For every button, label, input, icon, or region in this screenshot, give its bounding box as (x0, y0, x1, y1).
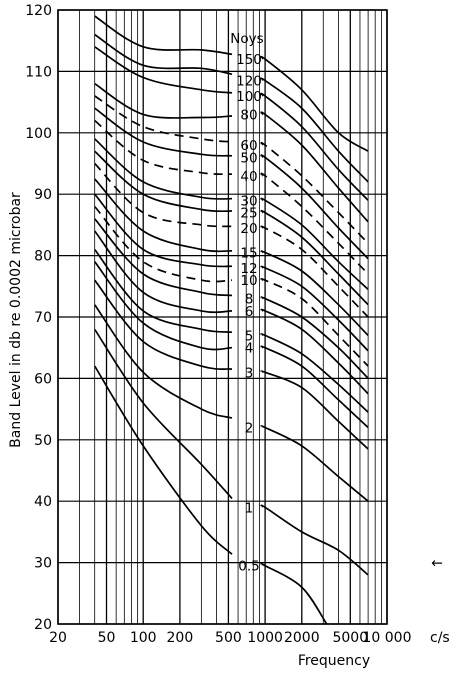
curve-6-noys-low (94, 230, 233, 314)
x-tick-label: 1000 (247, 630, 283, 646)
curve-4-noys-low (94, 261, 233, 351)
noy-label-15: 15 (240, 246, 257, 262)
curve-0.5-noys-low (93, 365, 233, 555)
curve-12-noys-high (260, 265, 369, 352)
x-tick-label: 100 (130, 630, 157, 646)
noy-label-20: 20 (240, 221, 257, 237)
curve-0.5-noys-high (260, 562, 328, 625)
curve-15-noys-low (94, 178, 233, 253)
curve-120-noys-high (260, 77, 369, 183)
curve-80-noys-low (94, 82, 233, 119)
arrow-annotation: ← (431, 556, 443, 572)
noy-label-0.5: 0.5 (238, 559, 259, 575)
curve-100-noys-low (94, 46, 233, 94)
x-tick-label: 20 (49, 630, 67, 646)
curve-50-noys-low (94, 107, 233, 157)
noy-curves (93, 15, 369, 625)
annotations: ← (431, 556, 443, 572)
x-tick-label: 5000 (332, 630, 368, 646)
noy-label-120: 120 (236, 74, 262, 90)
curve-20-noys-high (260, 225, 369, 318)
curve-4-noys-high (260, 345, 369, 429)
curve-5-noys-high (260, 333, 369, 413)
noy-label-100: 100 (236, 89, 262, 105)
curve-12-noys-low (94, 193, 233, 268)
y-tick-label: 80 (34, 249, 52, 265)
plot-frame (57, 9, 388, 625)
noy-label-10: 10 (240, 273, 257, 289)
x-tick-label: 500 (215, 630, 242, 646)
curve-10-noys-low (94, 205, 233, 283)
grid (57, 9, 388, 625)
y-tick-label: 60 (34, 371, 52, 387)
curve-100-noys-high (260, 92, 369, 201)
noy-label-3: 3 (245, 365, 254, 381)
y-tick-label: 120 (25, 3, 52, 19)
noy-label-25: 25 (240, 206, 257, 222)
curve-1-noys-low (93, 328, 233, 500)
noy-label-12: 12 (240, 261, 257, 277)
curve-3-noys-high (260, 370, 369, 450)
y-tick-label: 110 (25, 64, 52, 80)
curve-60-noys-low (94, 95, 233, 143)
x-tick-label: 50 (98, 630, 116, 646)
noy-label-150: 150 (236, 52, 262, 68)
curve-40-noys-low (94, 119, 233, 176)
curve-50-noys-high (260, 154, 369, 260)
y-tick-label: 90 (34, 187, 52, 203)
noys-header: Noys (230, 31, 263, 47)
curve-25-noys-low (94, 150, 233, 213)
curve-40-noys-high (260, 172, 369, 275)
curve-120-noys-low (94, 33, 233, 76)
curve-150-noys-high (260, 55, 369, 152)
curve-80-noys-high (260, 111, 369, 223)
noy-label-60: 60 (240, 138, 257, 154)
curve-1-noys-high (260, 504, 369, 576)
y-tick-label: 50 (34, 433, 52, 449)
curve-25-noys-high (260, 209, 369, 306)
y-tick-label: 30 (34, 556, 52, 572)
x-tick-label: 200 (167, 630, 194, 646)
noy-label-4: 4 (245, 341, 254, 357)
noy-label-2: 2 (245, 421, 254, 437)
y-tick-labels: 20 30 40 50 60 70 80 90 100 110 120 (25, 3, 52, 633)
noy-label-80: 80 (240, 107, 257, 123)
curve-8-noys-high (260, 296, 369, 379)
x-tick-label: 10 000 (363, 630, 412, 646)
y-tick-label: 70 (34, 310, 52, 326)
noy-label-5: 5 (245, 328, 254, 344)
y-tick-label: 20 (34, 617, 52, 633)
curve-150-noys-low (94, 15, 233, 56)
curve-15-noys-high (260, 250, 369, 336)
curve-30-noys-low (94, 138, 233, 200)
noy-label-1: 1 (245, 500, 254, 516)
x-axis-label: Frequency (298, 653, 370, 669)
noy-label-6: 6 (245, 304, 254, 320)
noy-label-8: 8 (245, 292, 254, 308)
x-tick-label: 2000 (284, 630, 320, 646)
noy-label-30: 30 (240, 193, 257, 209)
curve-2-noys-high (260, 425, 369, 502)
curve-30-noys-high (260, 197, 369, 291)
curve-20-noys-low (94, 162, 233, 228)
y-tick-label: 40 (34, 494, 52, 510)
curve-6-noys-high (260, 308, 369, 395)
curve-60-noys-high (260, 141, 369, 244)
noy-label-40: 40 (240, 169, 257, 185)
curve-2-noys-low (94, 304, 233, 419)
curve-3-noys-low (94, 279, 233, 370)
curve-8-noys-low (94, 218, 233, 297)
curve-5-noys-low (94, 248, 233, 334)
noy-label-50: 50 (240, 150, 257, 166)
curve-10-noys-high (260, 277, 369, 367)
y-tick-label: 100 (25, 126, 52, 142)
x-unit-label: c/s (430, 630, 450, 646)
y-axis-label: Band Level in db re 0.0002 microbar (8, 192, 24, 448)
